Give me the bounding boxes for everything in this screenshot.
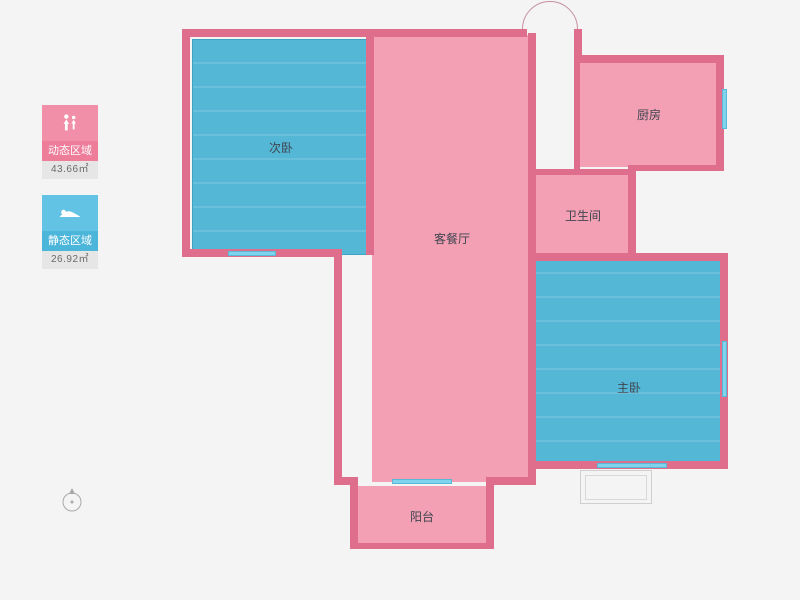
legend-dynamic-tile [42,105,98,141]
wall-22 [574,59,580,171]
legend-static-title: 静态区域 [42,231,98,251]
legend-panel: 动态区域 43.66㎡ 静态区域 26.92㎡ [42,105,98,285]
room-label-living: 客餐厅 [434,230,470,247]
room-master_br: 主卧 [534,259,724,465]
legend-static-value: 26.92㎡ [42,251,98,269]
wall-6 [350,543,492,549]
legend-static: 静态区域 26.92㎡ [42,195,98,269]
room-living: 客餐厅 [372,35,532,482]
compass-icon [58,486,86,514]
window-2 [597,463,667,468]
wall-1 [182,29,190,257]
sleeping-icon [58,205,82,221]
legend-dynamic-value: 43.66㎡ [42,161,98,179]
wall-16 [574,55,724,63]
wall-7 [486,477,494,549]
legend-static-tile [42,195,98,231]
window-4 [722,341,727,397]
wall-20 [528,169,634,175]
wall-17 [574,29,582,61]
wall-8 [490,477,532,485]
floorplan: 客餐厅 次卧 厨房卫生间主卧阳台 [182,29,742,575]
room-second_br: 次卧 [192,39,370,255]
wall-18 [366,33,374,255]
room-label-second_br: 次卧 [269,139,293,156]
wall-21 [528,253,728,261]
wall-0 [182,29,527,37]
room-label-bath: 卫生间 [565,207,601,224]
people-icon [59,112,81,134]
legend-dynamic-title: 动态区域 [42,141,98,161]
wall-3 [334,257,342,485]
balcony-rail [580,470,652,504]
window-1 [392,479,452,484]
room-bath: 卫生间 [534,174,632,256]
room-label-balcony: 阳台 [410,508,434,525]
window-3 [722,89,727,129]
room-balcony: 阳台 [357,486,487,546]
room-label-kitchen: 厨房 [637,106,661,123]
room-label-master_br: 主卧 [617,379,641,396]
wall-14 [628,165,724,171]
window-0 [228,251,276,256]
wall-19 [528,33,536,469]
wall-13 [628,165,636,261]
room-kitchen: 厨房 [580,61,718,167]
wall-5 [350,477,358,549]
legend-dynamic: 动态区域 43.66㎡ [42,105,98,179]
